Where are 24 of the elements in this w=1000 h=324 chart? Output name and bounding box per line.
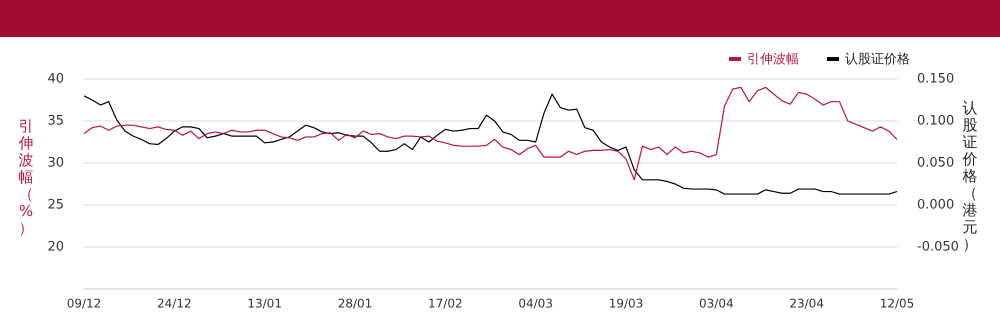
- text: 认股证价格（港元）: [962, 99, 978, 253]
- x-tick-label: 24/12: [157, 296, 192, 310]
- x-tick-label: 13/01: [247, 296, 282, 310]
- x-tick-label: 23/04: [789, 296, 824, 310]
- x-tick-label: 09/12: [66, 296, 102, 310]
- y2-tick-label: 0.100: [917, 113, 954, 128]
- y2-tick-label: 0.000: [917, 197, 954, 212]
- y-tick-label: 35: [47, 113, 64, 128]
- x-tick-label: 12/05: [880, 296, 914, 310]
- y-axis-title: 引伸波幅（%）: [18, 117, 34, 237]
- y2-tick-label: -0.050: [917, 239, 959, 254]
- x-tick-label: 03/04: [699, 296, 734, 310]
- y-tick-label: 30: [47, 155, 64, 170]
- y-tick-label: 40: [47, 71, 64, 86]
- y2-tick-label: 0.050: [917, 155, 954, 170]
- legend-label: 引伸波幅: [747, 51, 799, 68]
- legend-label: 认股证价格: [845, 51, 910, 68]
- y-tick-label: 20: [47, 239, 64, 254]
- x-tick-label: 17/02: [428, 296, 463, 310]
- x-tick-label: 28/01: [338, 296, 372, 310]
- y-tick-label: 25: [47, 197, 64, 212]
- x-tick-label: 19/03: [608, 296, 644, 310]
- x-tick-label: 04/03: [518, 296, 553, 310]
- y2-tick-label: 0.150: [917, 71, 954, 86]
